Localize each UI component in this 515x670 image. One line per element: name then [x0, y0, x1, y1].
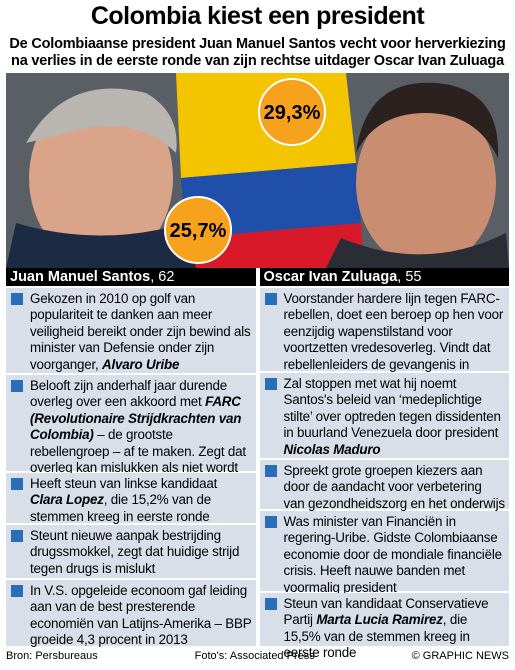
- columns: Juan Manuel Santos, 62 Gekozen in 2010 op…: [6, 268, 509, 660]
- text: Steunt nieuwe aanpak bestrijding drugssm…: [30, 528, 240, 576]
- bullet: Heeft steun van linkse kandidaat Clara L…: [6, 473, 256, 524]
- badge: [164, 196, 232, 264]
- emphasis: Nicolas Maduro: [283, 441, 381, 457]
- text: Steun van kandidaat Conservatieve Partij: [283, 596, 489, 628]
- bullet-marker: [264, 465, 277, 477]
- bullet: Belooft zijn anderhalf jaar durende over…: [6, 375, 256, 491]
- bullet: Spreekt grote groepen kiezers aan door d…: [259, 460, 509, 511]
- candidate-name: Juan Manuel Santos: [10, 269, 151, 285]
- photo: 29,3% 25,7%: [6, 73, 509, 268]
- subtitle: De Colombiaanse president Juan Manuel Sa…: [9, 36, 506, 69]
- credit: © GRAPHIC NEWS: [411, 650, 509, 662]
- bullet: Was minister van Financiën in regering-U…: [259, 511, 509, 595]
- photo-credit: Foto's: Associated Press: [194, 650, 315, 662]
- hair-right: [356, 82, 499, 158]
- bullet: Steunt nieuwe aanpak bestrijding drugssm…: [6, 525, 256, 578]
- text: Zal stoppen met wat hij noemt Santos's b…: [283, 376, 501, 441]
- text: Voorstander hardere lijn tegen FARC-rebe…: [283, 291, 504, 388]
- text: In V.S. opgeleide econoom gaf leiding aa…: [30, 583, 252, 648]
- bullet-marker: [11, 478, 23, 490]
- column: Oscar Ivan Zuluaga, 55 Voorstander harder…: [259, 268, 509, 660]
- text: , die 15,2% van de stemmen kreeg in eers…: [30, 492, 212, 524]
- candidate-age: , 62: [150, 269, 175, 285]
- suit-left: [6, 223, 196, 268]
- candidate-heading: Juan Manuel Santos, 62: [6, 268, 256, 286]
- footer: Bron: Persbureaus Foto's: Associated Pre…: [6, 650, 509, 662]
- source: Bron: Persbureaus: [6, 650, 98, 662]
- text: , die 15,5% van de stemmen kreeg in eers…: [283, 612, 470, 661]
- bullet-marker: [11, 585, 23, 597]
- bullet-marker: [264, 378, 277, 390]
- text: Heeft steun van linkse kandidaat: [30, 476, 218, 491]
- suit-right: [326, 233, 509, 268]
- text: Gekozen in 2010 op golf van populariteit…: [30, 291, 251, 372]
- title: Colombia kiest een president: [90, 2, 425, 30]
- bullet-marker: [264, 598, 277, 610]
- portrait-left: [29, 90, 173, 266]
- bullet-marker: [11, 293, 23, 305]
- portrait-right: [356, 98, 496, 268]
- bullet: Zal stoppen met wat hij noemt Santos's b…: [259, 373, 509, 458]
- emphasis: Alvaro Uribe: [102, 356, 180, 372]
- text: Spreekt grote groepen kiezers aan door d…: [283, 463, 506, 511]
- candidate-name: Oscar Ivan Zuluaga: [263, 269, 398, 285]
- emphasis: Clara Lopez: [30, 492, 104, 508]
- bullet: Voorstander hardere lijn tegen FARC-rebe…: [259, 288, 509, 388]
- text: Belooft zijn anderhalf jaar durende over…: [30, 378, 227, 410]
- bullet: Steun van kandidaat Conservatieve Partij…: [259, 593, 509, 660]
- candidate-heading: Oscar Ivan Zuluaga, 55: [259, 268, 509, 286]
- candidate-age: , 55: [397, 269, 422, 285]
- badge-label: 25,7%: [170, 220, 227, 242]
- text: Was minister van Financiën in regering-U…: [283, 514, 503, 595]
- hair-left: [26, 88, 177, 153]
- bullet: In V.S. opgeleide econoom gaf leiding aa…: [6, 580, 256, 648]
- bullet-marker: [11, 530, 23, 542]
- bullet: Gekozen in 2010 op golf van populariteit…: [6, 288, 256, 373]
- badge-label: 29,3%: [264, 102, 321, 124]
- badge: [258, 78, 326, 146]
- emphasis: Marta Lucia Ramirez: [316, 612, 443, 628]
- column: Juan Manuel Santos, 62 Gekozen in 2010 op…: [6, 268, 256, 648]
- bullet-marker: [264, 293, 277, 305]
- bullet-marker: [264, 516, 277, 528]
- bullet-marker: [11, 380, 23, 392]
- emphasis: FARC (Revolutionaire Strijdkrachten van …: [30, 394, 242, 443]
